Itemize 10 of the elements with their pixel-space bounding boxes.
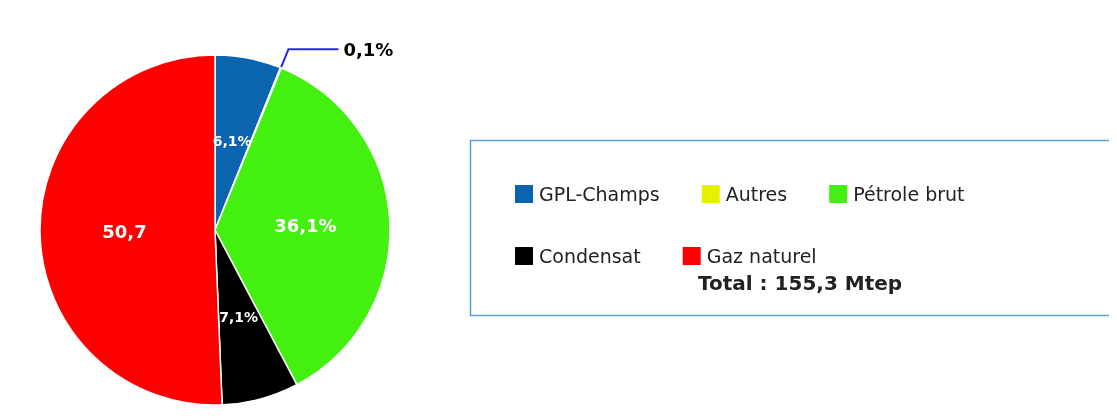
data-label: 0,1% bbox=[343, 38, 394, 60]
legend-label: Autres bbox=[725, 183, 788, 205]
data-label: 50,7 bbox=[102, 221, 147, 243]
legend-label: Pétrole brut bbox=[853, 183, 965, 205]
data-label: 7,1% bbox=[219, 309, 258, 326]
data-label: 36,1% bbox=[274, 215, 337, 237]
text: Total : 155,3 Mtep bbox=[698, 271, 903, 295]
legend-label: GPL-Champs bbox=[539, 183, 660, 205]
legend-label: Gaz naturel bbox=[706, 245, 817, 267]
legend-label: Condensat bbox=[539, 245, 641, 267]
